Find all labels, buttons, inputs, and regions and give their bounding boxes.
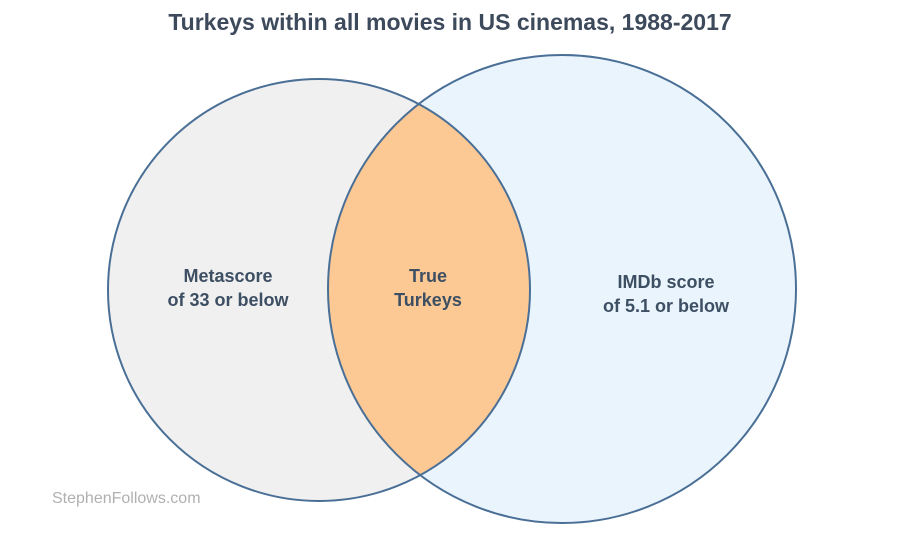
- watermark: StephenFollows.com: [52, 490, 201, 507]
- set-outline-left: [107, 78, 531, 502]
- set-outline-right: [327, 54, 797, 524]
- set-label-left: of 33 or below: [167, 290, 289, 310]
- set-label-right: IMDb score: [617, 272, 714, 292]
- set-label-left: Metascore: [183, 266, 272, 286]
- intersection: [328, 79, 530, 501]
- intersection-label: Turkeys: [394, 290, 462, 310]
- intersection-label: True: [409, 266, 447, 286]
- set-label-right: of 5.1 or below: [603, 296, 730, 316]
- title: Turkeys within all movies in US cinemas,…: [168, 9, 731, 35]
